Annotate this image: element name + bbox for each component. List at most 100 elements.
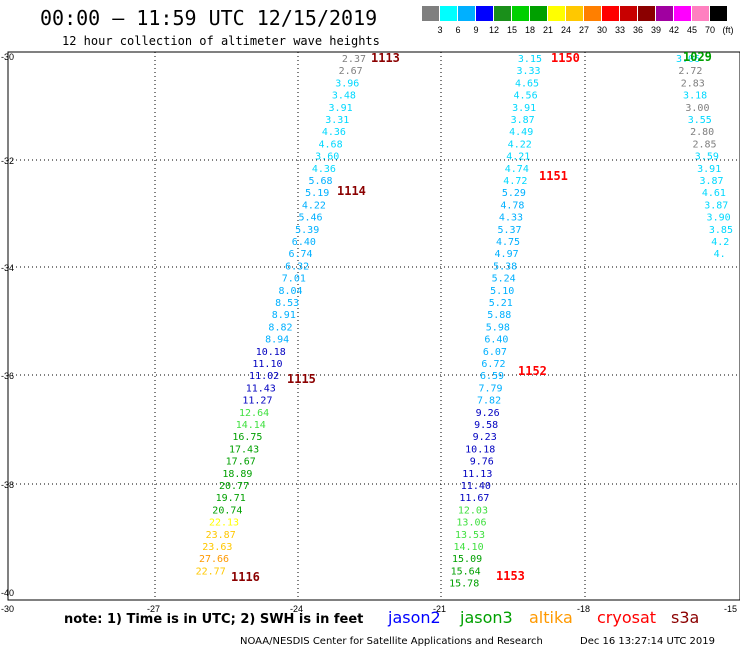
colorbar-label: 6 — [455, 25, 461, 35]
swh-value: 2.67 — [339, 66, 363, 77]
lon-tick-label: -24 — [290, 604, 303, 614]
swh-value: 3.90 — [707, 213, 731, 224]
lat-tick-label: -40 — [1, 588, 14, 598]
swh-value: 8.91 — [272, 310, 296, 321]
legend-s3a: s3a — [671, 608, 700, 627]
swh-value: 20.77 — [219, 481, 249, 492]
swh-value: 15.09 — [452, 554, 482, 565]
swh-value: 2.72 — [678, 66, 702, 77]
colorbar-label: 21 — [542, 25, 553, 35]
swh-value: 3.91 — [329, 103, 353, 114]
swh-value: 4.36 — [312, 164, 336, 175]
pass-label-1113: 1113 — [371, 51, 400, 65]
colorbar-label: 45 — [686, 25, 697, 35]
pass-label-1116: 1116 — [231, 570, 260, 584]
lat-tick-label: -32 — [1, 156, 14, 166]
swh-value: 19.71 — [216, 493, 246, 504]
swh-value: 3.85 — [709, 225, 733, 236]
swh-value: 18.89 — [222, 469, 252, 480]
pass-label-1150: 1150 — [551, 51, 580, 65]
swh-value: 6.32 — [285, 261, 309, 272]
pass-label-1029: 1029 — [683, 50, 712, 64]
swh-value: 7.79 — [478, 383, 502, 394]
lon-tick-label: -18 — [577, 604, 590, 614]
map-title: 00:00 – 11:59 UTC 12/15/2019 — [40, 6, 378, 30]
swh-value: 4.56 — [514, 91, 538, 102]
swh-value: 5.39 — [295, 225, 319, 236]
colorbar-swatch — [620, 6, 637, 21]
swh-value: 3.15 — [518, 54, 542, 65]
colorbar-swatch — [476, 6, 493, 21]
swh-value: 3.91 — [697, 164, 721, 175]
swh-value: 9.76 — [470, 457, 494, 468]
swh-value: 3.87 — [704, 200, 728, 211]
swh-value: 11.67 — [459, 493, 489, 504]
swh-value: 5.19 — [305, 188, 329, 199]
swh-value: 23.87 — [206, 530, 236, 541]
pass-label-1152: 1152 — [518, 364, 547, 378]
swh-value: 13.53 — [455, 530, 485, 541]
swh-value: 22.77 — [196, 566, 226, 577]
swh-value: 6.72 — [481, 359, 505, 370]
swh-value: 4.36 — [322, 127, 346, 138]
swh-value: 6.40 — [292, 237, 316, 248]
lat-tick-label: -36 — [1, 371, 14, 381]
colorbar-label: (ft) — [722, 25, 734, 35]
colorbar-label: 15 — [506, 25, 517, 35]
swh-value: 10.18 — [256, 347, 286, 358]
legend-jason2: jason2 — [388, 608, 441, 627]
swh-value: 5.24 — [492, 274, 516, 285]
pass-label-1151: 1151 — [539, 169, 568, 183]
swh-value: 6.59 — [480, 371, 504, 382]
swh-value: 2.85 — [692, 139, 716, 150]
swh-value: 11.13 — [462, 469, 492, 480]
colorbar-label: 70 — [704, 25, 715, 35]
legend-altika: altika — [529, 608, 573, 627]
swh-value: 4.65 — [515, 78, 539, 89]
swh-value: 9.23 — [473, 432, 497, 443]
swh-value: 16.75 — [232, 432, 262, 443]
swh-value: 6.40 — [484, 335, 508, 346]
swh-value: 4.97 — [495, 249, 519, 260]
colorbar-swatch — [602, 6, 619, 21]
map-frame — [7, 51, 740, 601]
swh-value: 8.53 — [275, 298, 299, 309]
swh-value: 3.91 — [512, 103, 536, 114]
swh-value: 11.40 — [461, 481, 491, 492]
swh-value: 5.68 — [309, 176, 333, 187]
lat-tick-label: -30 — [1, 52, 14, 62]
swh-value: 8.82 — [268, 322, 292, 333]
swh-value: 17.43 — [229, 444, 259, 455]
swh-value: 5.98 — [486, 322, 510, 333]
swh-value: 7.82 — [477, 396, 501, 407]
lon-tick-label: -27 — [147, 604, 160, 614]
swh-value: 2.37 — [342, 54, 366, 65]
swh-value: 5.29 — [502, 188, 526, 199]
swh-value: 15.64 — [451, 566, 481, 577]
colorbar-swatch — [584, 6, 601, 21]
swh-value: 3.06 — [676, 54, 700, 65]
swh-value: 12.64 — [239, 408, 269, 419]
colorbar-swatch — [440, 6, 457, 21]
legend-note: note: 1) Time is in UTC; 2) SWH is in fe… — [64, 612, 364, 627]
swh-value: 9.58 — [474, 420, 498, 431]
map-subtitle: 12 hour collection of altimeter wave hei… — [62, 34, 380, 48]
swh-value: 7.01 — [282, 274, 306, 285]
pass-label-1114: 1114 — [337, 184, 366, 198]
swh-value: 11.10 — [252, 359, 282, 370]
lon-tick-label: -21 — [433, 604, 446, 614]
pass-label-1115: 1115 — [287, 372, 316, 386]
colorbar-swatch — [422, 6, 439, 21]
swh-value: 2.83 — [681, 78, 705, 89]
colorbar-swatch — [710, 6, 727, 21]
colorbar-label: 39 — [650, 25, 661, 35]
swh-value: 8.94 — [265, 335, 289, 346]
colorbar-swatch — [638, 6, 655, 21]
colorbar-label: 33 — [614, 25, 625, 35]
swh-value: 3.55 — [688, 115, 712, 126]
swh-value: 5.10 — [490, 286, 514, 297]
colorbar-swatch — [548, 6, 565, 21]
colorbar-swatch — [566, 6, 583, 21]
swh-value: 3.33 — [516, 66, 540, 77]
swh-value: 11.02 — [249, 371, 279, 382]
